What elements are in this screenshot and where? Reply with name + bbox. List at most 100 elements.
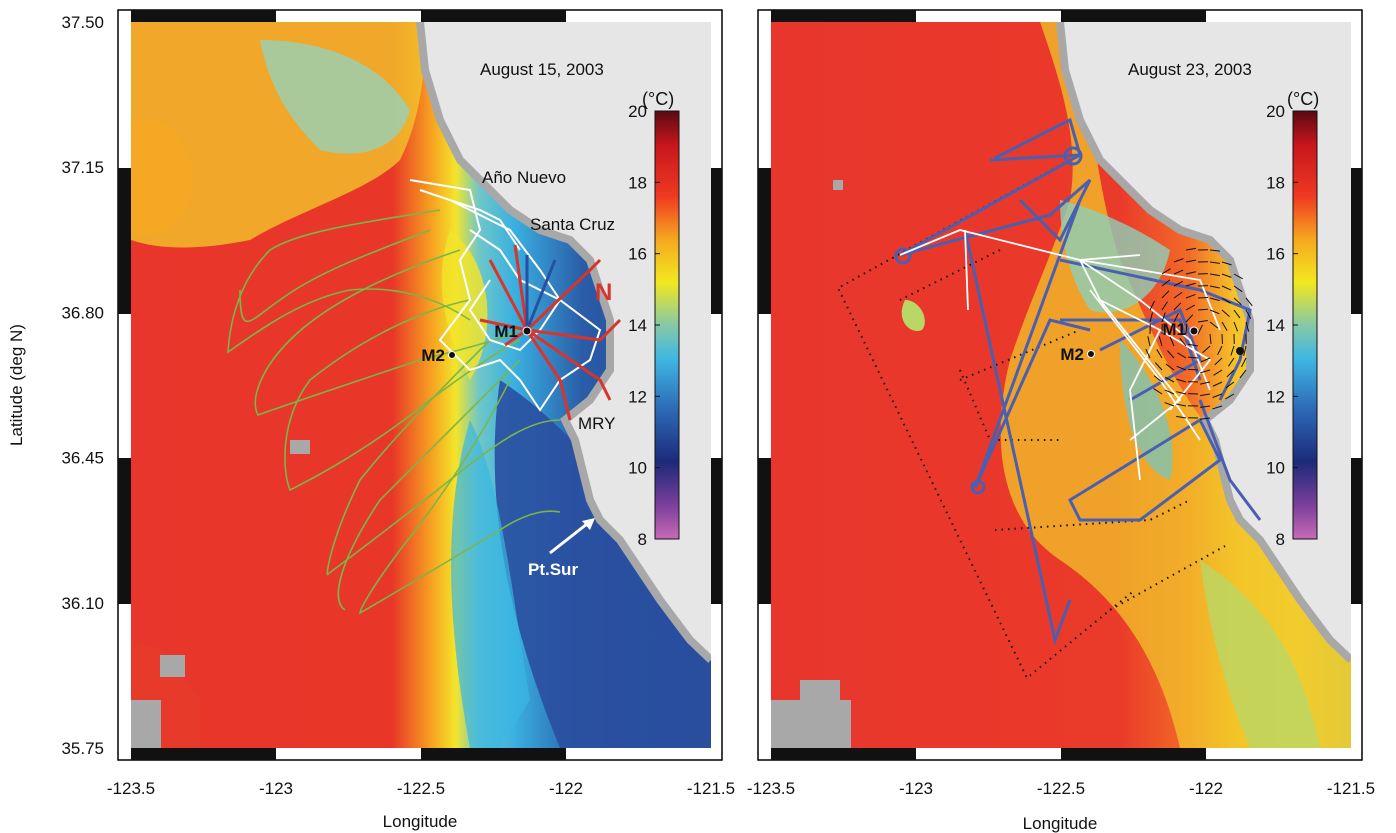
current-vector — [1233, 273, 1243, 280]
current-vector — [1188, 343, 1199, 347]
current-vector — [1239, 369, 1247, 379]
mooring-m3-right — [1236, 347, 1244, 355]
colorbar-unit-left: (°C) — [642, 89, 674, 109]
latitude-tick-label: 36.45 — [61, 449, 104, 468]
auv-tracks-right — [899, 229, 1221, 481]
current-vector — [1147, 336, 1151, 347]
current-vector — [1166, 350, 1175, 359]
colorbar-tick-label: 12 — [1266, 387, 1285, 406]
current-vector — [1176, 391, 1187, 395]
current-vector — [1176, 415, 1187, 419]
current-vector — [1212, 393, 1223, 398]
current-vector — [1227, 357, 1235, 367]
current-vector — [1221, 273, 1232, 278]
mooring-m1-label-left: M1 — [494, 322, 518, 341]
glider-tracks-right — [899, 117, 1262, 646]
current-vector — [1176, 378, 1187, 383]
current-vector — [1209, 321, 1219, 329]
left-frame-ticks — [118, 10, 722, 760]
colorbar-tick-label: 18 — [1266, 173, 1285, 192]
left-map-panel: Año Nuevo Santa Cruz MRY Pt.Sur N M1 M2 … — [117, 9, 723, 761]
colorbar-tick-label: 20 — [628, 102, 647, 121]
current-vector — [1185, 271, 1196, 275]
current-vector — [1164, 402, 1175, 407]
latitude-tick-label: 36.80 — [61, 303, 104, 322]
current-vector — [1209, 333, 1212, 345]
right-map-panel: M1 M2 August 23, 2003 (°C) 20 18 16 14 12 10 8 — [757, 9, 1363, 761]
current-vector — [1164, 389, 1175, 395]
current-vector — [1221, 297, 1231, 304]
current-vector — [1179, 337, 1187, 347]
longitude-tick-labels-right: -123.5 -123 -122.5 -122 -121.5 — [747, 779, 1375, 798]
mooring-m2-left — [448, 351, 456, 359]
current-vector — [1161, 279, 1171, 287]
current-vector — [1176, 365, 1187, 371]
current-vector — [1176, 403, 1187, 407]
current-vector — [1158, 336, 1163, 347]
current-vector — [1187, 356, 1199, 359]
current-vector — [1243, 345, 1247, 356]
current-vector — [1197, 308, 1209, 311]
current-vector — [1173, 280, 1184, 287]
current-vector — [1200, 417, 1211, 420]
current-vector — [1173, 302, 1182, 311]
current-vector — [1153, 375, 1163, 383]
latitude-tick-label: 37.50 — [61, 13, 104, 32]
colorbar-ticks-right: 20 18 16 14 12 10 8 — [1266, 102, 1298, 549]
current-vector — [1241, 357, 1247, 368]
current-vector — [1197, 324, 1203, 335]
current-vector — [1209, 273, 1220, 277]
current-vector — [1200, 405, 1211, 408]
current-vector — [1161, 290, 1170, 299]
current-vector — [1145, 348, 1151, 359]
mooring-m2-right — [1087, 350, 1095, 358]
colorbar-ticks-left: 20 18 16 14 12 10 8 — [628, 102, 660, 549]
colorbar-left: (°C) 20 18 16 14 12 10 8 — [628, 89, 680, 549]
current-vector — [1245, 309, 1252, 320]
current-vector — [1221, 285, 1232, 291]
x-axis-label-left: Longitude — [383, 812, 458, 831]
latitude-tick-label: 37.15 — [61, 158, 104, 177]
current-vector — [1173, 291, 1183, 299]
auv-tracks-left — [479, 244, 622, 421]
current-vector — [1209, 261, 1220, 264]
right-frame-ticks — [758, 10, 1362, 760]
longitude-tick-label: -121.5 — [687, 779, 735, 798]
colorbar-right: (°C) 20 18 16 14 12 10 8 — [1266, 89, 1319, 549]
x-axis-label-right: Longitude — [1023, 814, 1098, 833]
colorbar-tick-label: 16 — [1266, 245, 1285, 264]
longitude-tick-label: -122 — [549, 779, 583, 798]
current-vector — [1212, 405, 1223, 410]
current-vector — [1185, 323, 1188, 335]
current-vector — [1217, 345, 1223, 356]
current-vector — [1185, 282, 1196, 287]
current-vector — [1200, 369, 1211, 374]
drifter-tracks-left — [227, 209, 561, 615]
colorbar-tick-label: 12 — [628, 387, 647, 406]
current-vector — [1200, 381, 1211, 385]
current-vector — [1161, 268, 1171, 275]
current-vector — [1169, 336, 1175, 347]
latitude-tick-label: 36.10 — [61, 594, 104, 613]
current-vector — [1221, 309, 1230, 317]
current-vector — [1154, 362, 1163, 371]
current-vector — [1153, 388, 1163, 395]
current-vector — [1233, 285, 1243, 293]
land-left — [420, 22, 711, 660]
current-vector — [1149, 312, 1154, 323]
glider-tracks-left — [409, 179, 602, 412]
current-vector — [1230, 345, 1235, 356]
current-vector — [1209, 285, 1220, 289]
pt-sur-arrow — [549, 518, 593, 555]
current-vector — [1173, 258, 1184, 263]
latitude-tick-labels: 37.50 37.15 36.80 36.45 36.10 35.75 — [61, 13, 104, 758]
current-vector — [1226, 369, 1235, 378]
mooring-m1-left — [522, 326, 532, 336]
current-vector — [1209, 249, 1220, 252]
current-vectors-right — [1145, 247, 1253, 420]
current-vector — [1233, 309, 1241, 319]
current-vector — [1209, 309, 1220, 315]
current-vector — [1214, 357, 1223, 366]
date-label-left: August 15, 2003 — [480, 60, 604, 79]
current-vector — [1221, 321, 1228, 331]
